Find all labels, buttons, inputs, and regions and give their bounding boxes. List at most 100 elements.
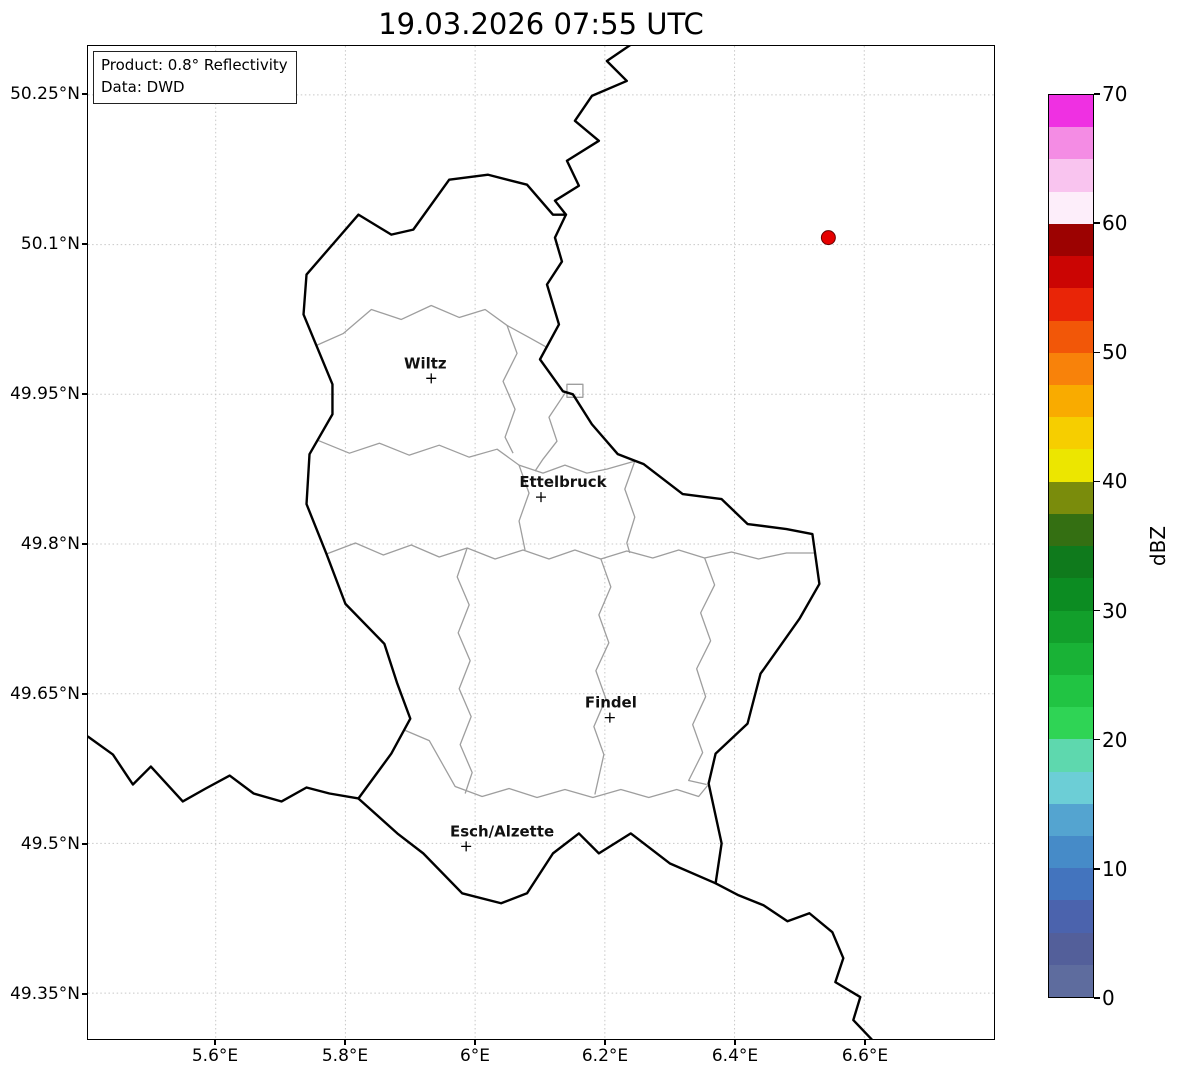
- colorbar-band: [1049, 803, 1093, 837]
- lat-tick-mark: [82, 843, 87, 845]
- district-border: [518, 464, 530, 551]
- colorbar-band: [1049, 320, 1093, 353]
- lon-tick-label: 6.6°E: [841, 1046, 889, 1066]
- colorbar-band: [1049, 256, 1093, 289]
- timestamp-title: 19.03.2026 07:55 UTC: [378, 7, 704, 41]
- city-marker-cross: [604, 712, 615, 723]
- colorbar-band: [1049, 384, 1093, 418]
- colorbar-band: [1049, 642, 1093, 675]
- lon-tick-mark: [344, 1040, 346, 1045]
- colorbar-band: [1049, 964, 1093, 998]
- colorbar-band: [1049, 159, 1093, 192]
- colorbar-band: [1049, 707, 1093, 740]
- lon-tick-mark: [734, 1040, 736, 1045]
- colorbar-tick-mark: [1094, 609, 1100, 612]
- lat-tick-label: 49.35°N: [10, 984, 80, 1004]
- lon-tick-mark: [864, 1040, 866, 1045]
- colorbar-band: [1049, 481, 1093, 514]
- lat-tick-label: 50.1°N: [20, 234, 80, 254]
- lat-tick-mark: [82, 93, 87, 95]
- data-source-line: Data: DWD: [101, 77, 185, 96]
- grid-lines: [88, 46, 994, 1039]
- district-border: [403, 729, 709, 799]
- city-esch-alzette: Esch/Alzette: [450, 822, 554, 852]
- colorbar-band: [1049, 900, 1093, 933]
- district-border: [534, 392, 566, 472]
- lon-tick-label: 6°E: [459, 1046, 491, 1066]
- luxembourg-border: [302, 173, 821, 905]
- colorbar-band: [1049, 546, 1093, 579]
- lon-tick-mark: [214, 1040, 216, 1045]
- colorbar-band: [1049, 127, 1093, 160]
- city-marker-cross: [461, 841, 472, 852]
- lon-tick-label: 5.8°E: [321, 1046, 369, 1066]
- colorbar-band: [1049, 932, 1093, 965]
- colorbar-tick-label: 60: [1102, 211, 1128, 236]
- lat-tick-mark: [82, 543, 87, 545]
- lat-tick-label: 50.25°N: [10, 84, 80, 104]
- france-germany-border: [714, 882, 873, 1039]
- colorbar-tick-label: 40: [1102, 469, 1128, 494]
- colorbar-tick-label: 0: [1102, 986, 1115, 1010]
- colorbar-tick-mark: [1094, 351, 1100, 354]
- colorbar-tick-mark: [1094, 868, 1100, 870]
- lat-tick-label: 49.95°N: [10, 384, 80, 404]
- colorbar-band: [1049, 674, 1093, 708]
- colorbar-tick-label: 10: [1102, 856, 1128, 881]
- colorbar: [1048, 94, 1094, 998]
- lon-tick-label: 6.2°E: [581, 1046, 629, 1066]
- colorbar-band: [1049, 352, 1093, 385]
- colorbar-band: [1049, 288, 1093, 321]
- colorbar-band: [1049, 191, 1093, 224]
- colorbar-tick-label: 70: [1102, 82, 1128, 106]
- city-label: Wiltz: [404, 354, 447, 372]
- colorbar-tick-mark: [1094, 480, 1100, 483]
- lat-tick-label: 49.8°N: [20, 534, 80, 554]
- radar-site-marker: [820, 230, 836, 246]
- colorbar-tick-mark: [1094, 997, 1100, 999]
- colorbar-tick-label: 50: [1102, 340, 1128, 365]
- district-border: [456, 547, 473, 794]
- district-border: [326, 542, 816, 560]
- map-canvas: Wiltz Ettelbruck Findel Esch/Alzette: [88, 46, 994, 1039]
- colorbar-band: [1049, 739, 1093, 772]
- belgium-germany-border: [553, 46, 631, 216]
- city-wiltz: Wiltz: [404, 354, 447, 384]
- lon-tick-label: 5.6°E: [191, 1046, 239, 1066]
- colorbar-band: [1049, 513, 1093, 547]
- colorbar-tick-mark: [1094, 93, 1100, 95]
- lat-tick-label: 49.5°N: [20, 834, 80, 854]
- district-border: [502, 325, 518, 454]
- lat-tick-label: 49.65°N: [10, 684, 80, 704]
- colorbar-tick-mark: [1094, 222, 1100, 224]
- lon-tick-label: 6.4°E: [711, 1046, 759, 1066]
- district-border: [316, 304, 548, 348]
- lat-tick-mark: [82, 393, 87, 395]
- lon-tick-mark: [604, 1040, 606, 1045]
- colorbar-band: [1049, 868, 1093, 901]
- product-info-box: Product: 0.8° Reflectivity Data: DWD: [93, 51, 297, 104]
- colorbar-tick-mark: [1094, 738, 1100, 741]
- district-border: [593, 558, 612, 795]
- colorbar-bands: [1049, 95, 1093, 998]
- colorbar-tick-label: 30: [1102, 598, 1128, 623]
- colorbar-tick-label: 20: [1102, 727, 1128, 752]
- city-ettelbruck: Ettelbruck: [519, 473, 608, 503]
- france-belgium-border: [88, 735, 360, 803]
- colorbar-band: [1049, 771, 1093, 804]
- colorbar-band: [1049, 836, 1093, 869]
- colorbar-unit-label: dBZ: [1146, 525, 1170, 567]
- city-label: Findel: [585, 694, 637, 712]
- city-label: Ettelbruck: [519, 473, 607, 491]
- city-findel: Findel: [585, 694, 637, 723]
- district-border: [317, 439, 635, 474]
- product-info-line: Product: 0.8° Reflectivity: [101, 56, 288, 74]
- lat-tick-mark: [82, 693, 87, 695]
- city-marker-cross: [426, 373, 437, 384]
- city-label: Esch/Alzette: [450, 822, 554, 840]
- lon-tick-mark: [474, 1040, 476, 1045]
- colorbar-band: [1049, 578, 1093, 611]
- district-border: [688, 557, 716, 786]
- colorbar-band: [1049, 610, 1093, 643]
